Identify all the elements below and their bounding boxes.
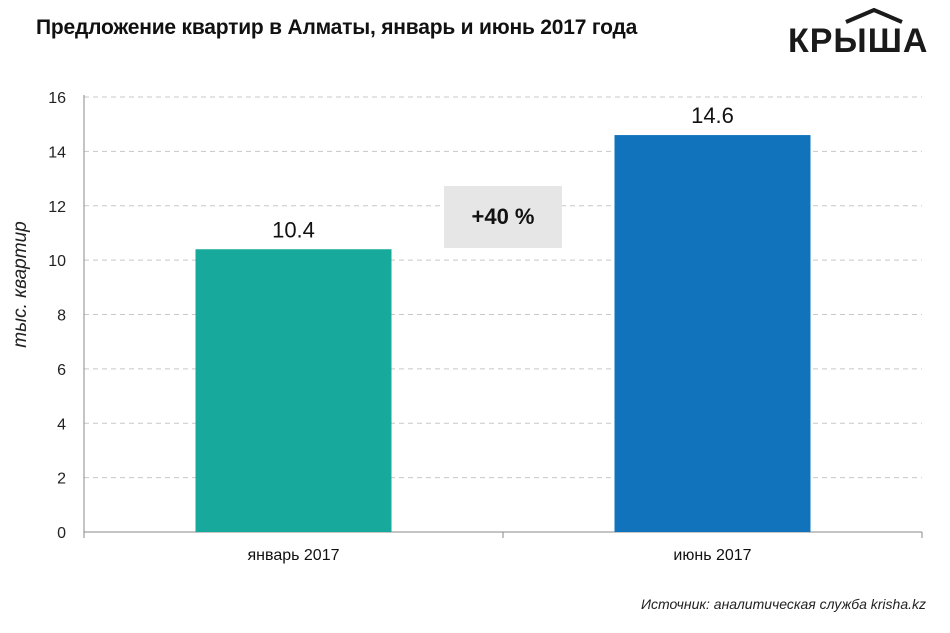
y-tick-label: 14 [48,144,66,161]
growth-annotation-text: +40 % [472,204,535,229]
x-tick-label: январь 2017 [248,547,340,564]
y-tick-label: 0 [57,525,66,542]
y-tick-label: 12 [48,199,66,216]
krisha-logo: КРЫША [788,8,938,60]
bar-value-label: 10.4 [272,217,315,242]
x-tick-label: июнь 2017 [673,547,751,564]
y-tick-label: 6 [57,362,66,379]
bar [195,249,392,532]
y-tick-label: 10 [48,253,66,270]
growth-annotation-box [444,186,562,248]
roof-icon [845,8,903,24]
logo-text: КРЫША [788,22,929,60]
y-tick-label: 16 [48,90,66,107]
chart-title: Предложение квартир в Алматы, январь и и… [36,16,638,39]
bar-value-label: 14.6 [691,103,734,128]
y-tick-label: 8 [57,308,66,325]
y-tick-label: 4 [57,416,66,433]
bar [614,135,811,532]
source-note: Источник: аналитическая служба krisha.kz [640,596,926,612]
y-tick-label: 2 [57,471,66,488]
y-axis-label: тыс. квартир [10,221,31,347]
